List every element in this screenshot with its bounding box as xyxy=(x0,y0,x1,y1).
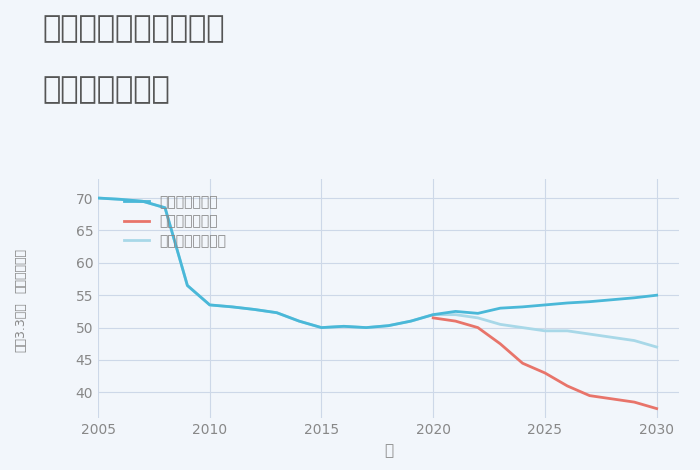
ノーマルシナリオ xyxy=(608,335,616,340)
Text: 坪（3.3㎡）: 坪（3.3㎡） xyxy=(15,302,27,352)
グッドシナリオ xyxy=(116,196,125,202)
グッドシナリオ xyxy=(362,325,370,330)
Line: グッドシナリオ: グッドシナリオ xyxy=(98,198,657,328)
グッドシナリオ xyxy=(563,300,571,306)
ノーマルシナリオ xyxy=(250,306,258,312)
グッドシナリオ xyxy=(608,297,616,303)
ノーマルシナリオ xyxy=(474,315,482,321)
Text: 単価（万円）: 単価（万円） xyxy=(15,248,27,293)
ノーマルシナリオ xyxy=(317,325,326,330)
グッドシナリオ xyxy=(407,318,415,324)
グッドシナリオ xyxy=(452,309,460,314)
グッドシナリオ xyxy=(384,323,393,329)
ノーマルシナリオ xyxy=(362,325,370,330)
グッドシナリオ xyxy=(519,304,527,310)
ノーマルシナリオ xyxy=(206,302,214,308)
グッドシナリオ xyxy=(429,312,438,317)
グッドシナリオ xyxy=(474,311,482,316)
ノーマルシナリオ xyxy=(94,195,102,201)
グッドシナリオ xyxy=(94,195,102,201)
ノーマルシナリオ xyxy=(630,338,638,344)
ノーマルシナリオ xyxy=(585,331,594,337)
バッドシナリオ xyxy=(540,370,549,376)
グッドシナリオ xyxy=(630,295,638,301)
ノーマルシナリオ xyxy=(228,304,237,310)
グッドシナリオ xyxy=(295,318,303,324)
バッドシナリオ xyxy=(608,396,616,402)
グッドシナリオ xyxy=(585,299,594,305)
グッドシナリオ xyxy=(206,302,214,308)
グッドシナリオ xyxy=(139,198,147,204)
ノーマルシナリオ xyxy=(161,205,169,211)
Line: ノーマルシナリオ: ノーマルシナリオ xyxy=(98,198,657,347)
Text: 奈良県奈良市赤膚町の: 奈良県奈良市赤膚町の xyxy=(42,14,225,43)
グッドシナリオ xyxy=(317,325,326,330)
グッドシナリオ xyxy=(340,323,348,329)
グッドシナリオ xyxy=(228,304,237,310)
X-axis label: 年: 年 xyxy=(384,443,393,458)
ノーマルシナリオ xyxy=(407,318,415,324)
グッドシナリオ xyxy=(540,302,549,308)
ノーマルシナリオ xyxy=(116,196,125,202)
グッドシナリオ xyxy=(272,310,281,315)
ノーマルシナリオ xyxy=(272,310,281,315)
バッドシナリオ xyxy=(474,325,482,330)
グッドシナリオ xyxy=(652,292,661,298)
バッドシナリオ xyxy=(496,341,505,346)
バッドシナリオ xyxy=(630,400,638,405)
ノーマルシナリオ xyxy=(139,198,147,204)
Legend: グッドシナリオ, バッドシナリオ, ノーマルシナリオ: グッドシナリオ, バッドシナリオ, ノーマルシナリオ xyxy=(117,188,234,255)
ノーマルシナリオ xyxy=(652,344,661,350)
ノーマルシナリオ xyxy=(452,312,460,317)
ノーマルシナリオ xyxy=(519,325,527,330)
グッドシナリオ xyxy=(161,205,169,211)
Text: 土地の価格推移: 土地の価格推移 xyxy=(42,75,169,104)
バッドシナリオ xyxy=(519,360,527,366)
ノーマルシナリオ xyxy=(540,328,549,334)
バッドシナリオ xyxy=(452,318,460,324)
Line: バッドシナリオ: バッドシナリオ xyxy=(433,318,657,408)
ノーマルシナリオ xyxy=(496,321,505,327)
バッドシナリオ xyxy=(563,383,571,389)
ノーマルシナリオ xyxy=(563,328,571,334)
バッドシナリオ xyxy=(429,315,438,321)
グッドシナリオ xyxy=(183,282,192,288)
グッドシナリオ xyxy=(250,306,258,312)
バッドシナリオ xyxy=(585,393,594,399)
バッドシナリオ xyxy=(652,406,661,411)
ノーマルシナリオ xyxy=(384,323,393,329)
ノーマルシナリオ xyxy=(340,323,348,329)
グッドシナリオ xyxy=(496,306,505,311)
ノーマルシナリオ xyxy=(429,312,438,317)
ノーマルシナリオ xyxy=(295,318,303,324)
ノーマルシナリオ xyxy=(183,282,192,288)
